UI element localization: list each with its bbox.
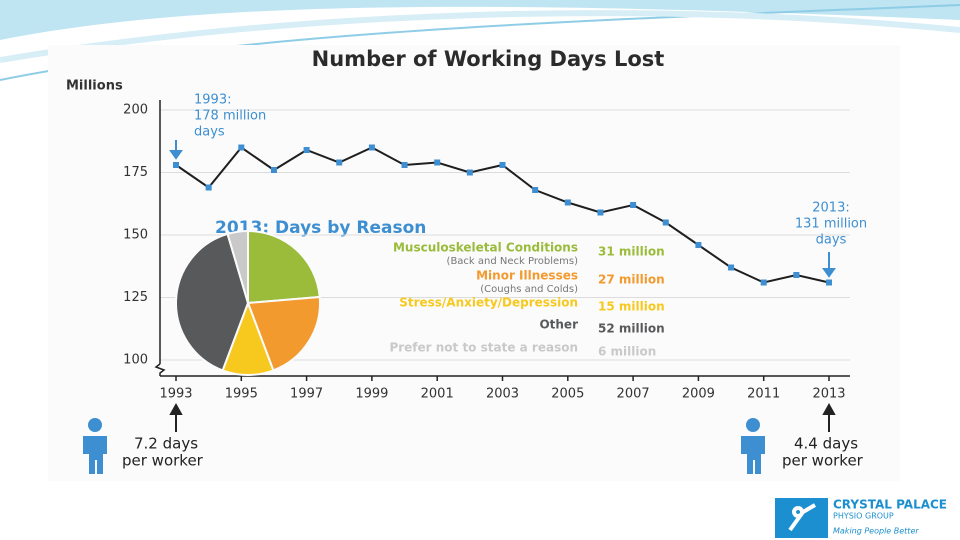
x-tick-label: 2007 <box>617 387 650 402</box>
annotation: 1993: <box>194 93 231 108</box>
x-tick-label: 2001 <box>421 387 454 402</box>
y-tick-label: 200 <box>123 103 148 118</box>
data-point <box>466 169 473 176</box>
data-point <box>630 202 637 208</box>
data-point <box>760 279 767 286</box>
data-point <box>434 159 441 166</box>
x-tick-label: 2003 <box>486 387 519 402</box>
value-label: 15 million <box>598 300 665 314</box>
data-point <box>173 162 179 168</box>
data-point <box>238 144 245 151</box>
header-line <box>0 10 960 63</box>
legend-label: Other <box>539 318 578 332</box>
y-tick-label: 175 <box>123 165 148 180</box>
annotation: 178 million <box>194 109 266 124</box>
y-tick-label: 125 <box>123 290 148 305</box>
up-arrow <box>822 402 836 432</box>
axis-break <box>154 363 166 376</box>
legend-label: Minor Illnesses <box>476 269 578 283</box>
pie-slice <box>247 229 321 305</box>
value-label: 31 million <box>598 245 665 259</box>
y-axis-label: Millions <box>66 79 123 94</box>
value-label: 27 million <box>598 273 665 287</box>
data-point <box>597 209 604 216</box>
down-arrow <box>822 252 836 278</box>
logo-tagline: Making People Better <box>833 527 919 536</box>
x-tick-label: 1999 <box>355 387 388 402</box>
person-icon <box>741 418 765 474</box>
data-point <box>336 159 343 166</box>
header-swoosh <box>0 0 960 40</box>
pie-slice <box>226 229 249 304</box>
legend-sublabel: (Back and Neck Problems) <box>447 256 579 267</box>
data-point <box>401 162 408 168</box>
data-point <box>728 264 735 271</box>
x-tick-label: 1993 <box>159 387 192 402</box>
legend-label: Stress/Anxiety/Depression <box>399 296 578 310</box>
down-arrow <box>169 140 183 160</box>
annotation: days <box>816 233 847 248</box>
value-label: 6 million <box>598 345 656 359</box>
data-point <box>499 162 506 168</box>
data-point <box>368 144 375 151</box>
annotation: days <box>194 125 225 140</box>
x-tick-label: 2005 <box>551 387 584 402</box>
worker-note: 7.2 days <box>134 435 198 453</box>
person-icon <box>83 418 107 474</box>
chart-title: Number of Working Days Lost <box>312 47 665 71</box>
x-tick-label: 1995 <box>225 387 258 402</box>
data-point <box>303 147 310 153</box>
worker-note: 4.4 days <box>794 435 858 453</box>
y-tick-label: 150 <box>123 228 148 243</box>
data-point <box>826 279 832 286</box>
y-tick-label: 100 <box>123 353 148 368</box>
logo-name: CRYSTAL PALACE <box>833 498 947 512</box>
worker-note: per worker <box>782 452 864 470</box>
data-point <box>662 219 669 226</box>
data-point <box>695 242 702 248</box>
logo-mark <box>775 498 828 538</box>
value-label: 52 million <box>598 322 665 336</box>
x-tick-label: 1997 <box>290 387 323 402</box>
legend-sublabel: (Coughs and Colds) <box>480 284 578 295</box>
data-point <box>205 184 212 191</box>
x-tick-label: 2013 <box>812 387 845 402</box>
logo-figure <box>788 503 817 532</box>
up-arrow <box>169 402 183 432</box>
data-point <box>793 272 800 278</box>
data-point <box>564 199 571 206</box>
pie-slice <box>175 232 250 372</box>
data-point <box>532 187 539 193</box>
worker-note: per worker <box>122 452 204 470</box>
legend-label: Musculoskeletal Conditions <box>393 241 578 255</box>
legend-label: Prefer not to state a reason <box>389 341 578 355</box>
pie-slice <box>246 295 321 372</box>
logo-subname: PHYSIO GROUP <box>833 512 894 521</box>
annotation: 131 million <box>795 217 867 232</box>
annotation: 2013: <box>812 201 849 216</box>
x-tick-label: 2011 <box>747 387 780 402</box>
x-tick-label: 2009 <box>682 387 715 402</box>
data-point <box>270 167 277 173</box>
